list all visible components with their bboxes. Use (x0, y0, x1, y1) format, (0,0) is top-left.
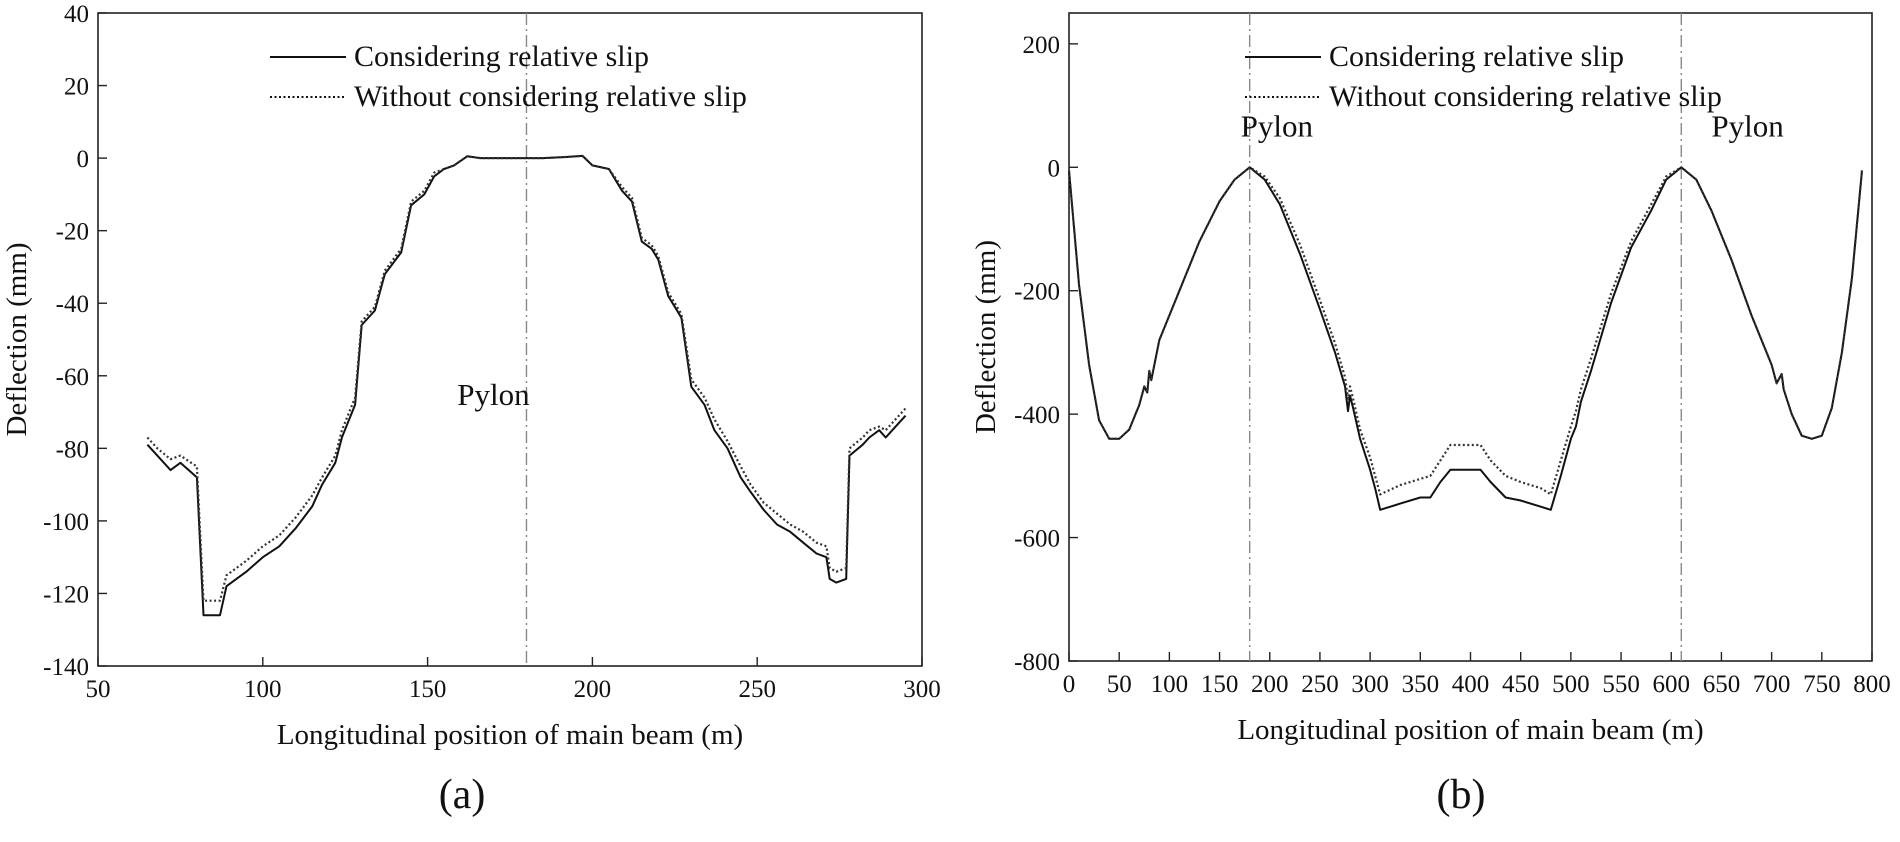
x-tick-label: 200 (1251, 671, 1289, 698)
x-axis-title: Longitudinal position of main beam (m) (1237, 714, 1703, 746)
y-tick-label: -600 (1014, 526, 1060, 553)
y-tick-label: -120 (43, 581, 89, 608)
y-tick-label: -400 (1014, 402, 1060, 429)
y-tick-label: 40 (64, 1, 89, 28)
legend-label: Considering relative slip (1329, 40, 1624, 73)
x-tick-label: 350 (1402, 671, 1440, 698)
x-tick-label: 100 (244, 676, 282, 703)
x-tick-label: 700 (1753, 671, 1791, 698)
legend-label: Without considering relative slip (1329, 80, 1722, 113)
y-tick-label: -40 (56, 291, 89, 318)
legend-label: Without considering relative slip (354, 80, 747, 113)
x-tick-label: 400 (1452, 671, 1490, 698)
x-tick-label: 300 (1351, 671, 1389, 698)
x-tick-label: 750 (1803, 671, 1841, 698)
y-tick-label: -140 (43, 654, 89, 681)
y-tick-label: 20 (64, 74, 89, 101)
x-tick-label: 600 (1653, 671, 1691, 698)
y-axis-title: Deflection (mm) (1, 242, 33, 436)
panel-a: 50 100 150 200 250 30040200-20-40-60-80-100-1… (1, 1, 941, 818)
y-tick-label: -80 (56, 436, 89, 463)
series-line-without-slip (146, 154, 907, 602)
x-tick-label: 150 (1201, 671, 1239, 698)
x-axis-title: Longitudinal position of main beam (m) (277, 719, 743, 751)
x-tick-label: 500 (1552, 671, 1590, 698)
series-line-considering-slip (1068, 166, 1863, 511)
y-tick-label: -60 (56, 364, 89, 391)
series-line-without-slip (1067, 166, 1864, 496)
x-tick-label: 100 (1151, 671, 1189, 698)
panel-caption: (b) (1437, 772, 1486, 818)
x-tick-label: 50 (1107, 671, 1132, 698)
legend-label: Considering relative slip (354, 40, 649, 73)
x-tick-label: 450 (1502, 671, 1540, 698)
pylon-annotation: Pylon (457, 377, 530, 412)
y-tick-label: 0 (1048, 155, 1061, 182)
pylon-annotation: Pylon (1711, 108, 1784, 143)
y-tick-label: -20 (56, 219, 89, 246)
x-tick-label: 650 (1703, 671, 1741, 698)
x-tick-label: 0 (1063, 671, 1076, 698)
plot-frame (97, 12, 923, 667)
x-tick-label: 250 (738, 676, 776, 703)
y-tick-label: 200 (1023, 32, 1061, 59)
x-tick-label: 200 (574, 676, 612, 703)
y-axis-title: Deflection (mm) (970, 240, 1002, 434)
x-tick-label: 150 (409, 676, 447, 703)
x-tick-label: 550 (1602, 671, 1640, 698)
x-tick-label: 50 (86, 676, 111, 703)
y-tick-label: 0 (77, 146, 90, 173)
pylon-annotation: Pylon (1241, 108, 1314, 143)
y-tick-label: -200 (1014, 279, 1060, 306)
y-tick-label: -100 (43, 509, 89, 536)
panel-caption: (a) (439, 772, 486, 818)
x-tick-label: 300 (903, 676, 941, 703)
x-tick-label: 250 (1301, 671, 1339, 698)
y-tick-label: -800 (1014, 649, 1060, 676)
panel-b: 0 50 100 150 200 250 300 350 400 450 500 550 600 650 7… (970, 12, 1891, 818)
x-tick-label: 800 (1853, 671, 1891, 698)
